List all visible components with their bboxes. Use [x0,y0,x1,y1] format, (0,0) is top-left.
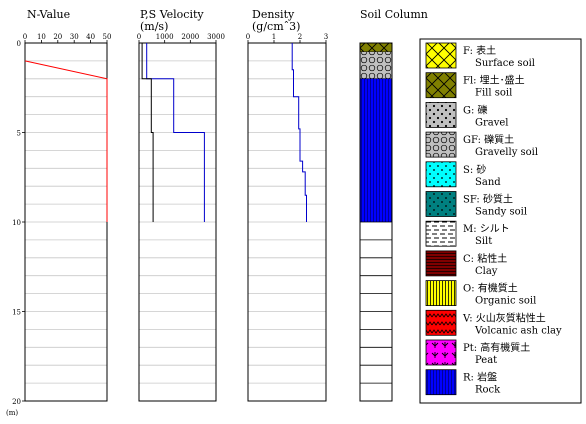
panel-p-s-velocity: P,S Velocity(m/s)0 1000 2000 3000 [137,8,225,402]
column-frame [359,42,393,402]
x-tick-label: 0 [246,33,250,41]
legend-swatch [425,191,457,217]
legend-label-jp: C: 粘性土 [463,252,507,265]
depth-tick-label-zero: 0 [17,40,21,48]
x-tick-label: 3 [324,33,328,41]
legend-swatch [425,220,457,247]
depth-tick-label: 15 [12,309,21,317]
series-line-0 [146,43,205,222]
soil-layer-gf [360,51,392,79]
depth-unit-label: (m) [6,409,18,417]
x-tick-label: 10 [37,33,46,41]
legend-label-en: Volcanic ash clay [474,325,562,336]
panel-unit: (g/cmˆ3) [252,20,300,33]
panel-title: Density [252,8,295,21]
panel-title: Soil Column [360,8,428,21]
legend-label-jp: Pt: 高有機質土 [463,341,530,354]
series-line-1 [141,43,154,222]
legend-label-jp: R: 岩盤 [463,371,497,384]
x-tick-label: 50 [103,33,112,41]
x-tick-label: 30 [70,33,79,41]
legend-swatch [425,280,457,307]
depth-tick-label: 20 [12,398,21,406]
legend-label-jp: GF: 礫質土 [463,133,514,146]
legend-label-jp: SF: 砂質土 [463,193,513,206]
panel-title: P,S Velocity [140,8,204,21]
panel-frame [247,42,327,402]
legend-label-en: Organic soil [475,296,536,307]
depth-tick-label: 5 [17,130,21,138]
legend-swatch [425,161,457,188]
legend-label-jp: V: 火山灰質粘性土 [462,311,546,324]
legend-label-jp: O: 有機質土 [463,282,518,295]
legend-label-en: Sand [475,177,501,188]
legend-label-en: Surface soil [475,58,535,69]
legend-label-jp: S: 砂 [463,163,486,176]
panel-soil-column: Soil Column [359,8,428,402]
x-tick-label: 1000 [156,33,174,41]
panel-unit: (m/s) [140,20,168,33]
legend-swatch [425,250,457,277]
x-tick-label: 0 [23,33,27,41]
x-tick-label: 2 [298,33,302,41]
legend-swatch [425,309,457,336]
legend-label-en: Peat [475,355,497,366]
legend-label-jp: M: シルト [463,224,510,235]
legend-label-jp: Fl: 埋土･盛土 [463,74,525,87]
panel-frame [138,42,217,402]
legend-label-en: Fill soil [475,88,512,99]
legend-label-en: Gravelly soil [475,147,538,158]
panel-title: N-Value [27,8,70,21]
legend-label-en: Clay [475,266,498,277]
soil-layer-fl [360,43,392,52]
legend-label-en: Sandy soil [475,207,527,218]
x-tick-label: 20 [53,33,62,41]
legend-swatch [425,102,457,128]
x-tick-label: 40 [86,33,95,41]
panel-density: Density(g/cmˆ3)0 1 2 3 [246,8,328,402]
x-tick-label: 3000 [207,33,225,41]
x-tick-label: 1 [272,33,276,41]
legend-swatch [425,339,457,366]
legend-label-en: Rock [475,385,501,396]
legend-swatch [425,369,457,396]
legend-swatch [425,42,457,69]
legend-label-en: Silt [475,236,492,247]
x-tick-label: 0 [137,33,141,41]
depth-axis: 5 10 15 20 0 (m) [6,40,25,417]
legend-label-en: Gravel [475,117,509,128]
panel-n-value: N-Value 0 10 20 30 40 50 [23,8,112,402]
legend-swatch [425,72,457,99]
depth-tick-label: 10 [12,219,21,227]
series-line-0 [291,43,307,222]
series-line-0 [24,60,108,222]
soil-layer-r [360,78,392,222]
legend-label-jp: G: 礫 [463,103,488,116]
legend-label-jp: F: 表土 [463,44,496,57]
x-tick-label: 2000 [181,33,199,41]
legend-swatch [425,131,457,158]
